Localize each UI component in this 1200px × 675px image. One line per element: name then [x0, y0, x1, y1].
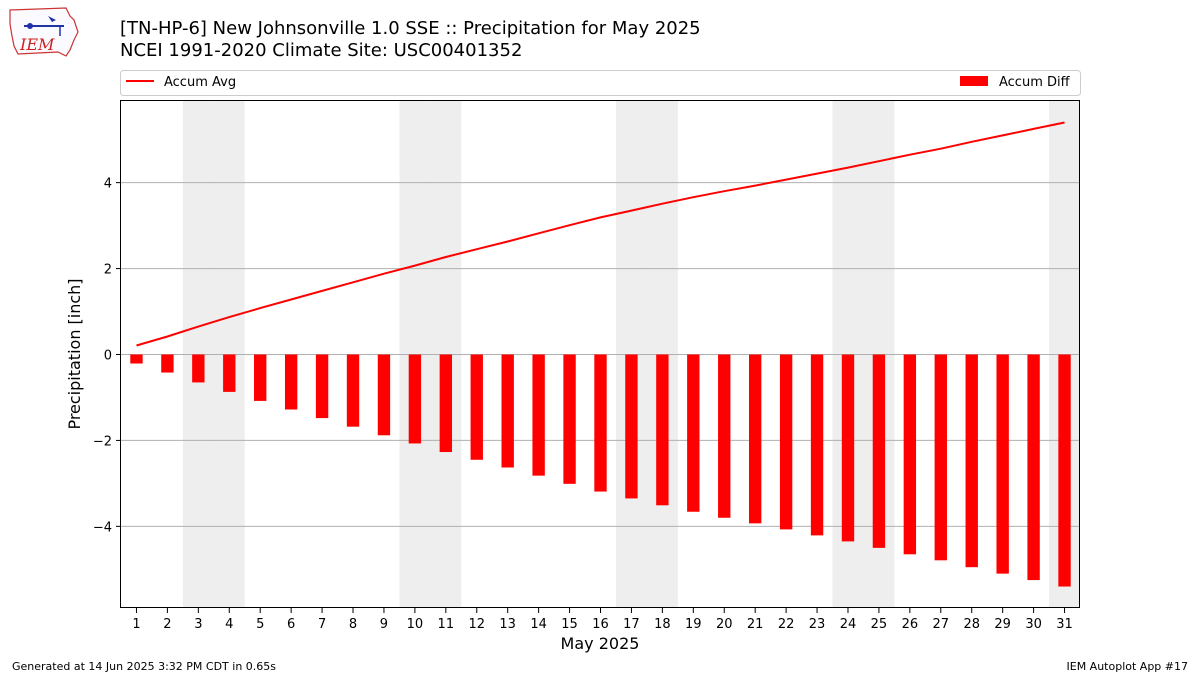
x-tick-label: 27 [933, 617, 950, 632]
accum-diff-bar [1058, 354, 1071, 587]
accum-diff-bar [903, 354, 917, 555]
x-tick-label: 8 [349, 617, 357, 632]
x-tick-label: 29 [994, 617, 1011, 632]
x-tick-label: 31 [1056, 617, 1073, 632]
accum-diff-bar [284, 354, 298, 410]
x-tick-label: 28 [963, 617, 980, 632]
accum-diff-bar [718, 354, 731, 518]
y-tick-label: 2 [104, 263, 112, 278]
x-tick-label: 16 [592, 617, 609, 632]
x-tick-label: 15 [561, 617, 578, 632]
x-tick-label: 19 [685, 617, 702, 632]
x-tick-label: 26 [902, 617, 919, 632]
footer-generated: Generated at 14 Jun 2025 3:32 PM CDT in … [12, 660, 277, 673]
legend-box [120, 70, 1081, 96]
accum-diff-bar [346, 354, 360, 427]
chart-title: [TN-HP-6] New Johnsonville 1.0 SSE :: Pr… [120, 18, 701, 62]
accum-avg-line [136, 121, 1065, 347]
accum-diff-bar [470, 354, 483, 460]
accum-diff-bar [748, 354, 762, 524]
x-tick-label: 25 [871, 617, 888, 632]
x-tick-label: 17 [623, 617, 640, 632]
accum-diff-bar [254, 354, 267, 401]
x-tick-label: 6 [287, 617, 295, 632]
x-tick-label: 11 [438, 617, 455, 632]
x-tick-label: 14 [530, 617, 547, 632]
x-tick-label: 10 [407, 617, 424, 632]
x-tick-label: 22 [778, 617, 795, 632]
accum-diff-bar [996, 354, 1009, 574]
legend-label-accum-diff: Accum Diff [999, 75, 1071, 90]
accum-diff-bar [656, 354, 669, 506]
y-tick-label: 4 [104, 177, 112, 192]
accum-diff-bar [810, 354, 824, 536]
y-tick-label: −4 [93, 520, 112, 535]
accum-diff-bar [192, 354, 205, 383]
accum-diff-bar [594, 354, 607, 492]
x-tick-label: 9 [380, 617, 388, 632]
accum-diff-bar [779, 354, 793, 530]
x-axis-ticks: 1 2 3 4 5 6 7 8 9 10 11 12 13 14 15 16 17 18 19 20 21 22 23 24 2… [132, 608, 1073, 632]
accum-diff-bar [439, 354, 453, 453]
x-tick-label: 21 [747, 617, 764, 632]
accum-diff-bars [130, 354, 1071, 587]
y-tick-label: −2 [93, 434, 112, 449]
accum-diff-bar [563, 354, 576, 484]
legend-label-accum-avg: Accum Avg [164, 75, 236, 90]
y-axis-label: Precipitation [inch] [65, 278, 84, 429]
legend-bar-swatch [960, 76, 988, 86]
accum-diff-bar [872, 354, 886, 548]
accum-diff-bar [315, 354, 329, 419]
accum-diff-bar [687, 354, 700, 512]
logo-text: IEM [19, 35, 55, 54]
title-line-1: [TN-HP-6] New Johnsonville 1.0 SSE :: Pr… [120, 18, 701, 39]
accum-diff-bar [532, 354, 545, 476]
x-tick-label: 3 [194, 617, 202, 632]
x-tick-label: 5 [256, 617, 264, 632]
accum-diff-bar [934, 354, 947, 561]
accum-diff-bar [841, 354, 855, 542]
accum-diff-bar [161, 354, 174, 373]
title-line-2: NCEI 1991-2020 Climate Site: USC00401352 [120, 40, 523, 61]
x-tick-label: 12 [468, 617, 485, 632]
accum-diff-bar [223, 354, 236, 392]
accum-diff-bar [1027, 354, 1040, 581]
x-tick-label: 4 [225, 617, 233, 632]
x-tick-label: 18 [654, 617, 671, 632]
x-tick-label: 2 [163, 617, 171, 632]
accum-diff-bar [965, 354, 978, 568]
y-tick-label: 0 [104, 349, 112, 364]
accum-diff-bar [130, 354, 143, 364]
accum-diff-bar [625, 354, 638, 499]
x-tick-label: 1 [132, 617, 140, 632]
iem-logo: IEM [8, 6, 80, 58]
x-tick-label: 7 [318, 617, 326, 632]
x-axis-label: May 2025 [561, 634, 640, 653]
accum-diff-bar [501, 354, 514, 468]
footer-app: IEM Autoplot App #17 [1066, 660, 1189, 673]
accum-diff-bar [377, 354, 391, 436]
accum-diff-bar [408, 354, 422, 444]
x-tick-label: 20 [716, 617, 733, 632]
x-tick-label: 24 [840, 617, 857, 632]
y-axis-ticks: −4 −2 0 2 4 [93, 177, 121, 535]
x-tick-label: 13 [499, 617, 516, 632]
x-tick-label: 23 [809, 617, 826, 632]
x-tick-label: 30 [1025, 617, 1042, 632]
